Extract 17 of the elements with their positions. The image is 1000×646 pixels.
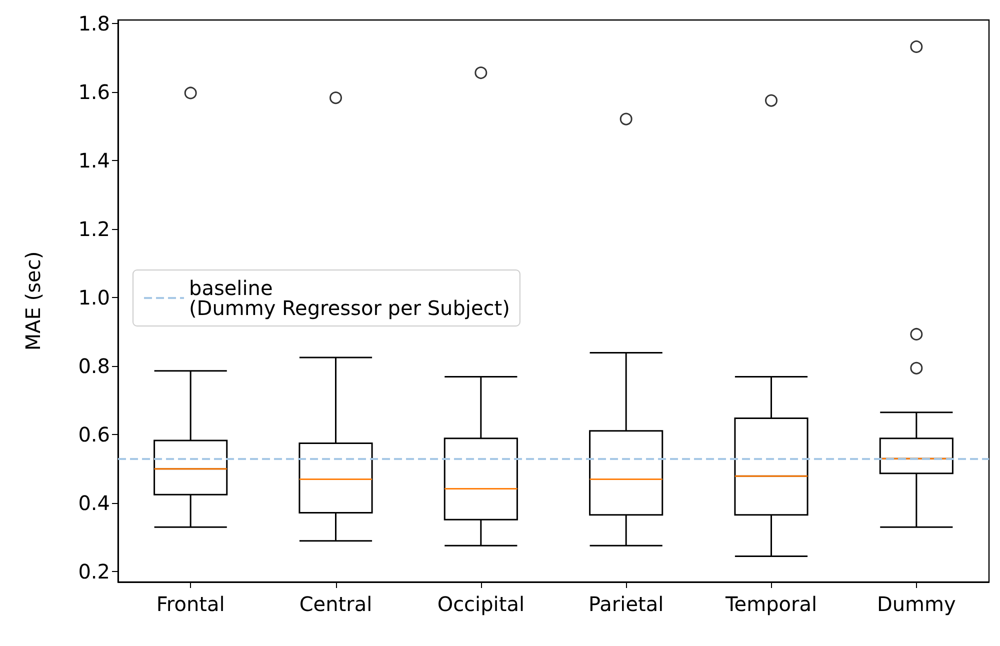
y-tick-label: 0.6 (78, 422, 110, 447)
x-tick-label: Temporal (724, 592, 818, 616)
y-axis-title: MAE (sec) (21, 251, 45, 351)
x-tick-label: Dummy (876, 592, 956, 616)
x-tick-label: Frontal (156, 592, 225, 616)
y-tick-label: 1.8 (78, 11, 110, 36)
y-tick-label: 1.6 (78, 80, 110, 104)
y-tick-label: 0.2 (78, 560, 110, 584)
y-tick-label: 1.0 (78, 286, 110, 310)
x-tick-label: Central (299, 592, 372, 616)
y-tick-label: 1.2 (78, 217, 110, 242)
x-tick-label: Occipital (437, 592, 525, 616)
x-tick-label: Parietal (588, 592, 664, 616)
y-tick-label: 0.4 (78, 491, 110, 516)
y-tick-label: 0.8 (78, 354, 110, 378)
y-tick-label: 1.4 (78, 148, 110, 172)
legend-label: baseline (Dummy Regressor per Subject) (189, 276, 510, 320)
